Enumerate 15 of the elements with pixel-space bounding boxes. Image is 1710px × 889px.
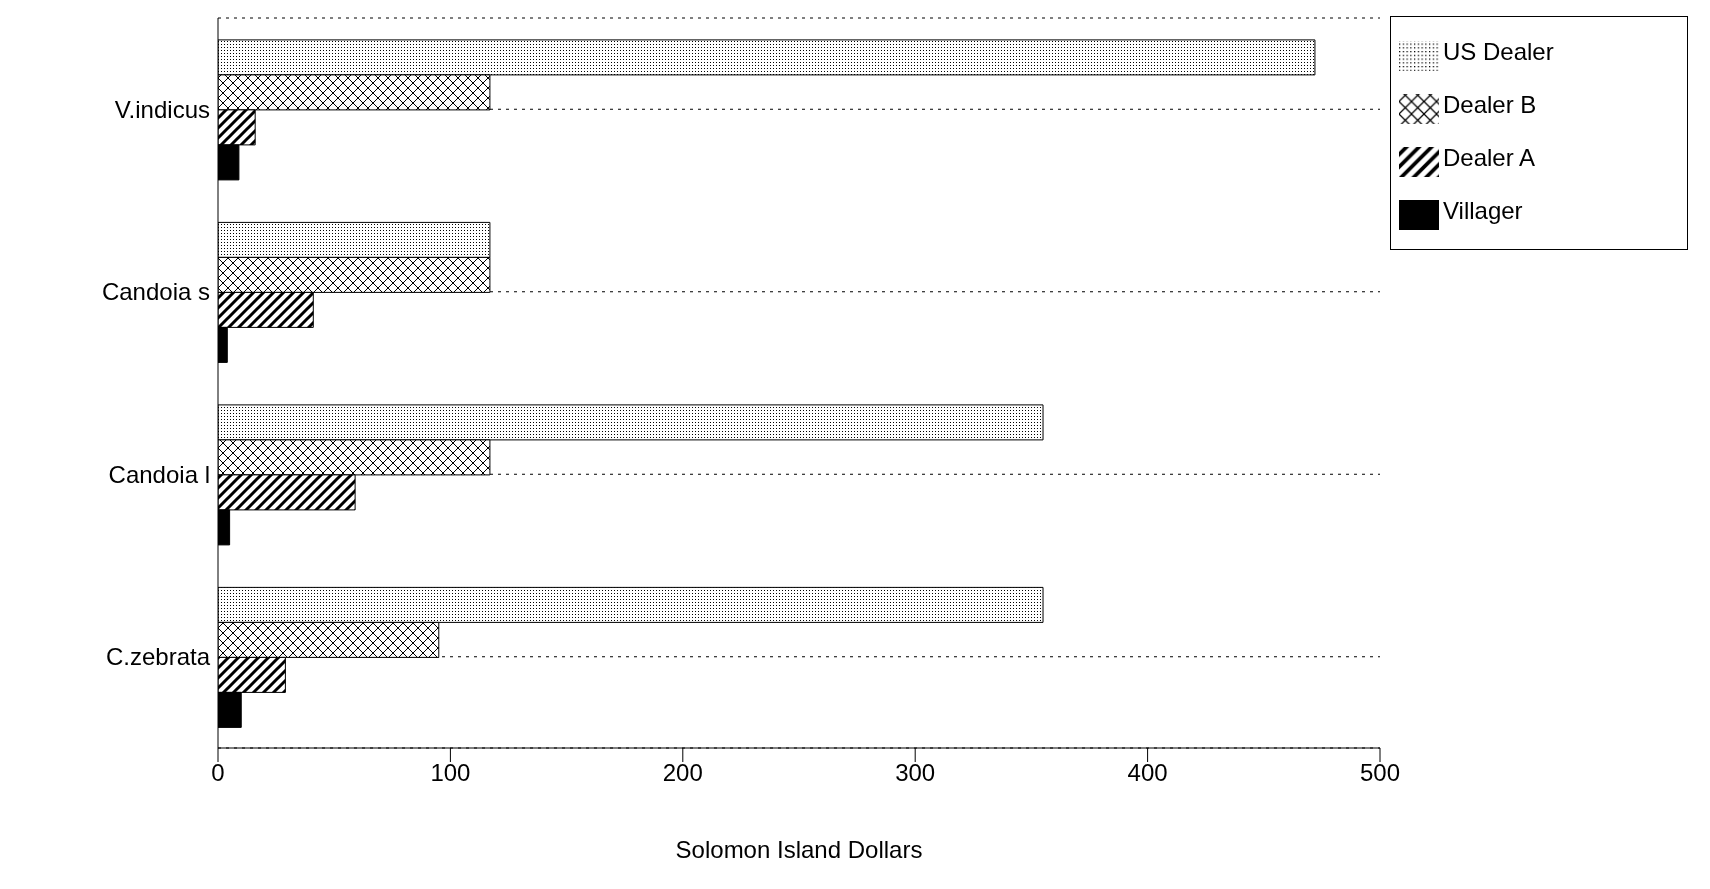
y-tick-label: Candoia s [101,278,210,306]
legend-label: US Dealer [1443,38,1554,65]
y-tick-label: C.zebrata [105,643,211,671]
y-tick-label: Candoia l [108,460,210,488]
legend-label: Dealer B [1443,91,1537,118]
x-tick-label: 300 [895,759,936,787]
x-tick-label: 200 [662,759,703,787]
x-tick-label: 400 [1127,759,1168,787]
y-tick-label: V.indicus [114,95,210,123]
legend-label: Dealer A [1443,144,1536,171]
x-tick-label: 0 [211,759,225,787]
x-tick-label: 100 [430,759,471,787]
x-axis-title: Solomon Island Dollars [675,836,923,863]
legend-label: Villager [1443,197,1523,224]
x-tick-label: 500 [1359,759,1401,787]
